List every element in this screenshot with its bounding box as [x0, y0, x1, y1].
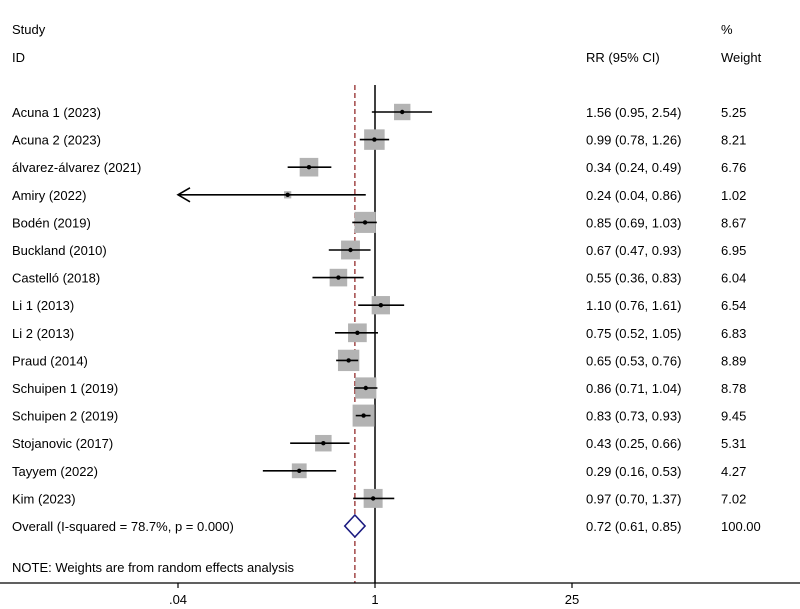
- study-weight: 5.25: [721, 105, 746, 120]
- overall-rr: 0.72 (0.61, 0.85): [586, 519, 681, 534]
- study-label: Stojanovic (2017): [12, 436, 113, 451]
- study-row: Bodén (2019) 0.85 (0.69, 1.03) 8.67: [12, 215, 746, 230]
- study-label: Amiry (2022): [12, 188, 86, 203]
- study-rr: 0.97 (0.70, 1.37): [586, 491, 681, 506]
- study-weight: 8.67: [721, 215, 746, 230]
- study-point: [336, 275, 341, 280]
- overall-row: Overall (I-squared = 78.7%, p = 0.000) 0.…: [12, 519, 761, 534]
- study-weight: 8.78: [721, 381, 746, 396]
- study-rr: 0.29 (0.16, 0.53): [586, 464, 681, 479]
- axis-tick-label: 1: [371, 592, 378, 607]
- study-rr: 0.65 (0.53, 0.76): [586, 353, 681, 368]
- axis-tick-label: 25: [565, 592, 579, 607]
- study-row: Li 1 (2013) 1.10 (0.76, 1.61) 6.54: [12, 298, 746, 313]
- study-point: [348, 247, 353, 253]
- study-row: Stojanovic (2017) 0.43 (0.25, 0.66) 5.31: [12, 436, 746, 451]
- study-point: [378, 303, 384, 308]
- study-point: [306, 165, 312, 170]
- study-point: [370, 496, 376, 501]
- study-point: [361, 413, 366, 418]
- study-label: álvarez-álvarez (2021): [12, 160, 141, 175]
- study-rr: 1.10 (0.76, 1.61): [586, 298, 681, 313]
- study-rr: 0.86 (0.71, 1.04): [586, 381, 681, 396]
- study-row: álvarez-álvarez (2021) 0.34 (0.24, 0.49) 6…: [12, 160, 746, 175]
- study-label: Castelló (2018): [12, 271, 100, 286]
- study-row: Praud (2014) 0.65 (0.53, 0.76) 8.89: [12, 353, 746, 368]
- header: Study ID RR (95% CI) % Weight: [12, 22, 762, 65]
- overall-label: Overall (I-squared = 78.7%, p = 0.000): [12, 519, 234, 534]
- overall-weight: 100.00: [721, 519, 761, 534]
- study-point: [285, 192, 290, 197]
- header-weight: Weight: [721, 50, 762, 65]
- study-rr: 0.43 (0.25, 0.66): [586, 436, 681, 451]
- study-row: Acuna 1 (2023) 1.56 (0.95, 2.54) 5.25: [12, 105, 746, 120]
- study-rr: 0.55 (0.36, 0.83): [586, 271, 681, 286]
- study-row: Schuipen 1 (2019) 0.86 (0.71, 1.04) 8.78: [12, 381, 746, 396]
- plot-marks: [176, 85, 433, 583]
- study-label: Schuipen 2 (2019): [12, 409, 118, 424]
- study-label: Kim (2023): [12, 491, 76, 506]
- study-rr: 1.56 (0.95, 2.54): [586, 105, 681, 120]
- study-label: Tayyem (2022): [12, 464, 98, 479]
- axis-tick-label: .04: [169, 592, 187, 607]
- study-label: Acuna 2 (2023): [12, 133, 101, 148]
- header-percent: %: [721, 22, 733, 37]
- study-label: Acuna 1 (2023): [12, 105, 101, 120]
- study-weight: 1.02: [721, 188, 746, 203]
- study-rr: 0.24 (0.04, 0.86): [586, 188, 681, 203]
- study-label: Schuipen 1 (2019): [12, 381, 118, 396]
- study-point: [400, 109, 405, 115]
- study-point: [321, 441, 326, 446]
- study-weight: 4.27: [721, 464, 746, 479]
- study-row: Kim (2023) 0.97 (0.70, 1.37) 7.02: [12, 491, 746, 506]
- study-weight: 6.95: [721, 243, 746, 258]
- study-point: [297, 468, 302, 473]
- study-rr: 0.75 (0.52, 1.05): [586, 326, 681, 341]
- study-point: [355, 330, 360, 335]
- study-weight: 7.02: [721, 491, 746, 506]
- header-rr: RR (95% CI): [586, 50, 660, 65]
- study-point: [362, 220, 368, 225]
- study-rr: 0.67 (0.47, 0.93): [586, 243, 681, 258]
- study-rows: Acuna 1 (2023) 1.56 (0.95, 2.54) 5.25Acuna…: [12, 105, 761, 534]
- study-label: Li 1 (2013): [12, 298, 74, 313]
- study-weight: 6.76: [721, 160, 746, 175]
- study-row: Acuna 2 (2023) 0.99 (0.78, 1.26) 8.21: [12, 133, 746, 148]
- study-row: Buckland (2010) 0.67 (0.47, 0.93) 6.95: [12, 243, 746, 258]
- study-weight: 9.45: [721, 409, 746, 424]
- study-row: Schuipen 2 (2019) 0.83 (0.73, 0.93) 9.45: [12, 409, 746, 424]
- study-rr: 0.34 (0.24, 0.49): [586, 160, 681, 175]
- study-rr: 0.99 (0.78, 1.26): [586, 133, 681, 148]
- ci-arrow: [176, 187, 191, 203]
- study-point: [346, 358, 351, 363]
- study-row: Amiry (2022) 0.24 (0.04, 0.86) 1.02: [12, 188, 746, 203]
- study-weight: 8.21: [721, 133, 746, 148]
- study-point: [372, 137, 377, 142]
- header-study: Study: [12, 22, 46, 37]
- study-label: Praud (2014): [12, 353, 88, 368]
- study-weight: 6.04: [721, 271, 746, 286]
- study-row: Li 2 (2013) 0.75 (0.52, 1.05) 6.83: [12, 326, 746, 341]
- study-label: Buckland (2010): [12, 243, 107, 258]
- study-weight: 6.83: [721, 326, 746, 341]
- study-rr: 0.83 (0.73, 0.93): [586, 409, 681, 424]
- study-weight: 6.54: [721, 298, 746, 313]
- note-text: NOTE: Weights are from random effects an…: [12, 560, 295, 575]
- study-weight: 8.89: [721, 353, 746, 368]
- study-row: Tayyem (2022) 0.29 (0.16, 0.53) 4.27: [12, 464, 746, 479]
- header-id: ID: [12, 50, 25, 65]
- study-label: Li 2 (2013): [12, 326, 74, 341]
- study-rr: 0.85 (0.69, 1.03): [586, 215, 681, 230]
- study-weight: 5.31: [721, 436, 746, 451]
- x-axis: .04 1 25: [0, 582, 800, 607]
- study-label: Bodén (2019): [12, 215, 91, 230]
- study-row: Castelló (2018) 0.55 (0.36, 0.83) 6.04: [12, 271, 746, 286]
- study-point: [363, 385, 368, 391]
- overall-diamond: [343, 513, 367, 539]
